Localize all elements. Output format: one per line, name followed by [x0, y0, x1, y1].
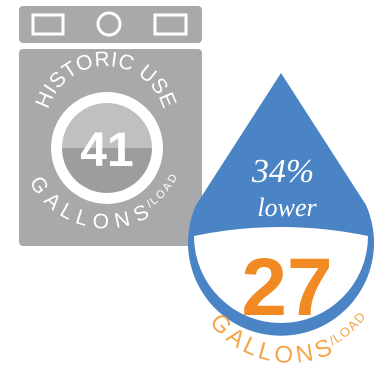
- washer-control-panel: [19, 6, 202, 43]
- washer-illustration: 41 HISTORIC USE GALLONS/LOAD: [19, 6, 202, 246]
- percent-lower-value: 34%: [251, 153, 314, 190]
- drop-bottom-fill: [194, 227, 368, 323]
- new-value: 27: [241, 242, 332, 333]
- comparison-label: lower: [257, 193, 317, 222]
- historic-value: 41: [80, 124, 133, 177]
- washer-control-right: [153, 13, 188, 36]
- water-drop-illustration: 34% lower 27 GALLONS/LOAD: [188, 73, 374, 369]
- washer-control-knob: [96, 11, 122, 37]
- washer-control-left: [31, 13, 65, 36]
